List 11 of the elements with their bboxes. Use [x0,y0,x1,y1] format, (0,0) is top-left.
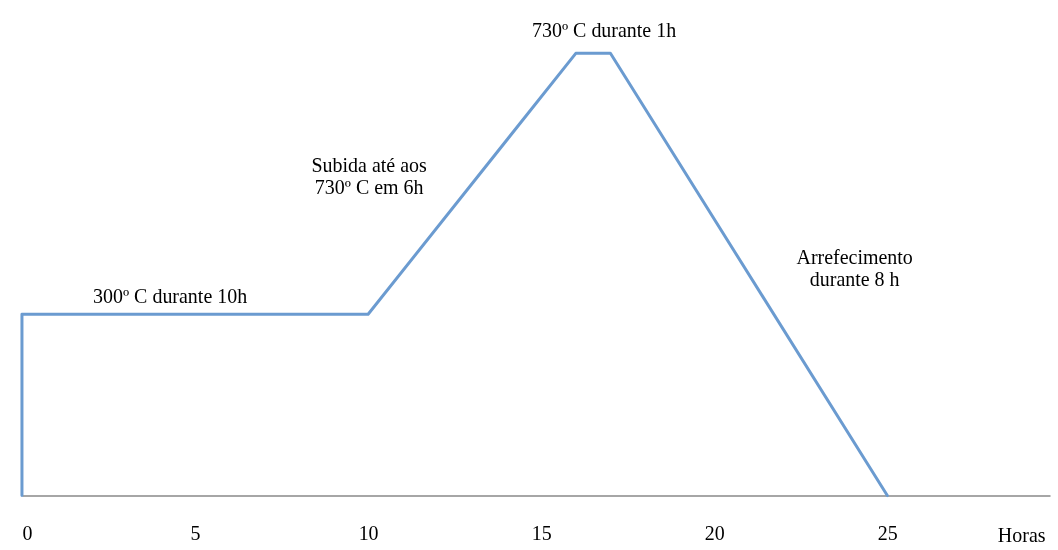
text: 730º C durante 1h [531,19,677,42]
x-tick-label: 25 [877,522,898,544]
annotation: Subida até aos 730º C em 6h [311,153,427,198]
annotation: 300º C durante 10h [93,285,248,308]
x-tick-label: 5 [190,522,201,544]
x-tick-label: 20 [704,522,725,544]
x-tick-label: 10 [358,522,379,544]
x-tick-label: 15 [531,522,552,544]
annotation: Arrefecimento durante 8 h [796,246,913,291]
x-tick-label: 0 [22,522,33,544]
x-axis-title: Horas [997,523,1046,546]
